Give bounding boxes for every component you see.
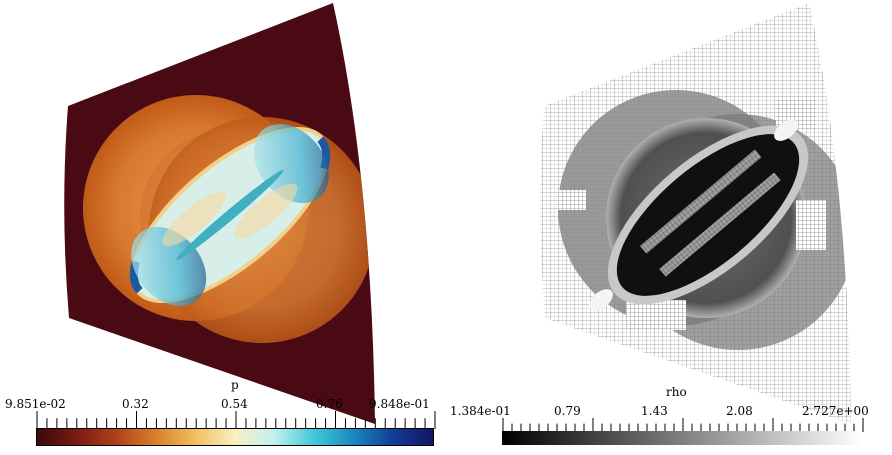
density-colorbar — [502, 431, 862, 445]
colorbar-tick-label: 1.43 — [641, 404, 668, 418]
pressure-field-render — [64, 3, 375, 424]
pressure-colorbar — [36, 428, 434, 446]
colorbar-ticks — [36, 411, 436, 429]
colorbar-tick-label: 0.54 — [221, 397, 248, 411]
colorbar-tick-label: 0.32 — [122, 397, 149, 411]
colorbar-title: rho — [666, 385, 687, 399]
pressure-plot-panel: p 9.851e-02 0.32 0.54 0.76 9.848e-01 — [0, 0, 446, 451]
colorbar-tick-label: 9.848e-01 — [369, 397, 430, 411]
colorbar-tick-label: 0.76 — [316, 397, 343, 411]
colorbar-title: p — [231, 378, 239, 392]
colorbar-ticks — [502, 418, 864, 432]
colorbar-tick-label: 1.384e-01 — [450, 404, 511, 418]
density-mesh-render — [540, 3, 851, 424]
colorbar-tick-label: 2.727e+00 — [802, 404, 869, 418]
colorbar-tick-label: 0.79 — [554, 404, 581, 418]
colorbar-tick-label: 2.08 — [726, 404, 753, 418]
density-plot-panel: rho 1.384e-01 0.79 1.43 2.08 2.727e+00 — [446, 0, 892, 451]
colorbar-tick-label: 9.851e-02 — [5, 397, 66, 411]
